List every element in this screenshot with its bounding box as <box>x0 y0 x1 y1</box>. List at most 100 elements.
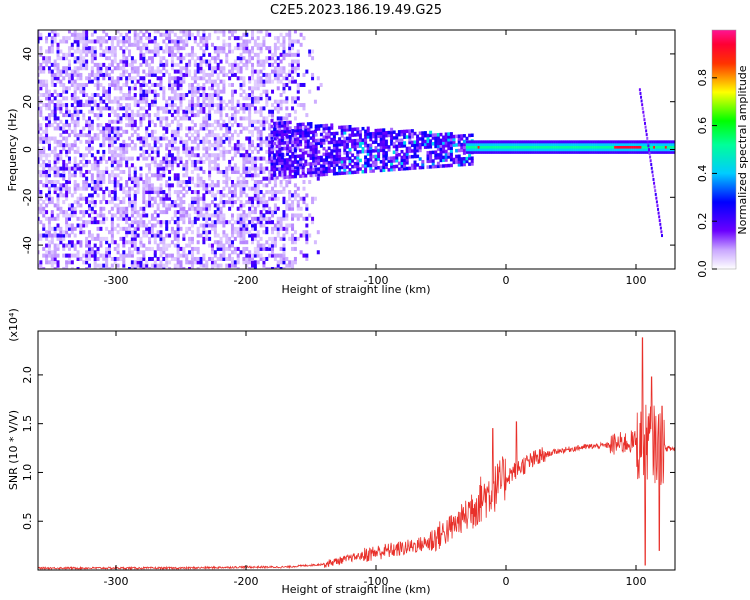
spectrogram-cell <box>483 142 486 146</box>
spectrogram-cell <box>230 260 234 265</box>
spectrogram-cell <box>165 180 169 185</box>
spectrogram-cell <box>113 66 117 71</box>
spectrogram-cell <box>153 149 157 154</box>
spectrogram-cell <box>85 46 89 51</box>
spectrogram-cell <box>113 113 117 118</box>
spectrogram-cell <box>42 166 46 171</box>
spectrogram-cell <box>319 167 323 171</box>
spectrogram-cell <box>105 260 109 265</box>
spectrogram-cell <box>236 46 240 51</box>
spectrogram-cell <box>176 183 180 188</box>
spectrogram-cell <box>125 129 129 134</box>
spectrogram-cell <box>145 143 149 148</box>
spectrogram-cell <box>403 132 407 137</box>
spectrogram-cell <box>273 133 277 137</box>
spectrogram-cell <box>210 129 214 134</box>
spectrogram-cell <box>139 243 143 248</box>
spectrogram-cell <box>153 260 157 265</box>
spectrogram-cell <box>119 46 123 51</box>
spectrogram-cell <box>125 69 129 74</box>
spectrogram-cell <box>39 180 43 185</box>
spectrogram-cell <box>76 183 80 188</box>
spectrogram-cell <box>471 142 474 146</box>
spectrogram-cell <box>293 183 297 188</box>
spectrogram-cell <box>168 103 172 108</box>
spectrogram-cell <box>150 246 154 251</box>
spectrogram-cell <box>233 166 237 171</box>
spectrogram-cell <box>76 36 80 41</box>
spectrogram-cell <box>136 186 140 191</box>
spectrogram-cell <box>208 72 212 77</box>
spectrogram-cell <box>228 243 232 248</box>
spectrogram-cell <box>70 129 74 134</box>
spectrogram-cell <box>196 30 200 34</box>
spectrogram-cell <box>271 210 275 215</box>
spectrogram-cell <box>67 243 71 248</box>
spectrogram-cell <box>108 139 111 144</box>
spectrogram-cell <box>176 267 180 269</box>
spectrogram-cell <box>291 76 295 81</box>
spectrogram-cell <box>592 150 595 154</box>
spectrogram-cell <box>73 109 77 114</box>
spectrogram-cell <box>139 99 143 104</box>
spectrogram-cell <box>122 146 126 151</box>
spectrogram-cell <box>410 134 414 139</box>
spectrogram-cell <box>87 253 91 258</box>
spectrogram-cell <box>136 69 140 74</box>
spectrogram-cell <box>159 56 163 61</box>
spectrogram-cell <box>125 156 129 161</box>
spectrogram-cell <box>76 253 80 258</box>
spectrogram-cell <box>621 148 625 152</box>
spectrogram-cell <box>153 190 157 195</box>
spectrogram-cell <box>384 145 388 149</box>
spectrogram-cell <box>230 146 234 151</box>
spectrogram-cell <box>208 230 212 235</box>
spectrogram-cell <box>128 216 132 221</box>
spectrogram-cell <box>305 256 309 261</box>
spectrogram-cell <box>273 159 277 163</box>
spectrogram-cell <box>176 93 180 98</box>
spectrogram-cell <box>133 243 137 248</box>
spectrogram-cell <box>76 69 80 74</box>
spectrogram-cell <box>491 142 494 146</box>
spectrogram-cell <box>39 190 43 195</box>
spectrogram-cell <box>213 82 217 87</box>
spectrogram-cell <box>410 163 414 168</box>
spectrogram-cell <box>282 213 286 218</box>
spectrogram-cell <box>159 236 163 241</box>
spectrogram-cell <box>170 146 174 151</box>
spectrogram-cell <box>162 32 166 37</box>
spectrogram-cell <box>99 183 103 188</box>
spectrogram-cell <box>288 155 292 159</box>
spectrogram-cell <box>647 150 650 154</box>
spectrogram-cell <box>245 96 249 101</box>
spectrogram-cell <box>408 129 412 133</box>
spectrogram-cell <box>225 246 229 251</box>
spectrogram-cell <box>245 193 249 198</box>
spectrogram-cell <box>283 132 287 136</box>
spectrogram-cell <box>262 246 266 251</box>
spectrogram-cell <box>282 196 286 201</box>
spectrogram-cell <box>282 233 286 238</box>
spectrogram-cell <box>390 139 394 143</box>
spectrogram-cell <box>291 46 295 51</box>
spectrogram-cell <box>641 142 644 146</box>
spectrogram-cell <box>99 46 103 51</box>
spectrogram-cell <box>153 69 157 74</box>
spectrogram-cell <box>42 116 46 121</box>
spectrogram-cell <box>105 246 109 251</box>
spectrogram-cell <box>150 49 154 54</box>
spectrogram-cell <box>196 113 200 118</box>
spectrogram-cell <box>90 153 94 158</box>
spectrogram-cell <box>296 66 300 71</box>
spectrogram-cell <box>148 69 152 74</box>
spectrogram-cell <box>276 220 280 225</box>
spectrogram-cell <box>259 246 263 251</box>
spectrogram-cell <box>248 186 252 191</box>
spectrogram-cell <box>47 230 51 235</box>
spectrogram-cell <box>230 196 234 201</box>
spectrogram-cell <box>190 260 194 265</box>
spectrogram-cell <box>216 216 220 221</box>
spectrogram-cell <box>371 149 375 153</box>
spectrogram-cell <box>99 176 103 181</box>
